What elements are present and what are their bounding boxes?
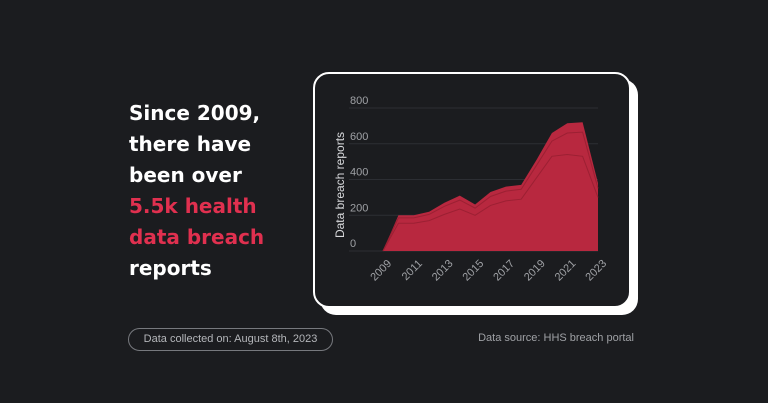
x-tick-label: 2021 bbox=[553, 258, 579, 284]
data-source-label: Data source: HHS breach portal bbox=[478, 332, 634, 344]
series-area bbox=[383, 122, 598, 251]
x-tick-label: 2015 bbox=[461, 258, 487, 284]
headline-line-6: reports bbox=[129, 256, 212, 280]
series-inner-line bbox=[382, 131, 599, 252]
headline-line-2: there have bbox=[129, 132, 252, 156]
headline-line-1: Since 2009, bbox=[129, 101, 261, 125]
headline-highlight-2: data breach bbox=[129, 225, 265, 249]
x-tick-label: 2009 bbox=[368, 258, 394, 284]
series-inner-line bbox=[382, 153, 599, 252]
x-tick-label: 2011 bbox=[400, 258, 425, 283]
data-collected-badge: Data collected on: August 8th, 2023 bbox=[128, 328, 333, 351]
headline-highlight-1: 5.5k health bbox=[129, 194, 257, 218]
x-tick-label: 2017 bbox=[491, 258, 517, 284]
x-tick-label: 2013 bbox=[430, 258, 456, 284]
y-axis-title: Data breach reports bbox=[333, 132, 347, 238]
y-tick-label: 400 bbox=[350, 167, 368, 179]
x-tick-label: 2019 bbox=[522, 258, 548, 284]
headline-line-3: been over bbox=[129, 163, 242, 187]
x-tick-label: 2023 bbox=[583, 258, 609, 284]
y-tick-label: 200 bbox=[350, 202, 368, 214]
y-tick-label: 800 bbox=[350, 95, 368, 107]
y-tick-label: 600 bbox=[350, 131, 368, 143]
y-tick-label: 0 bbox=[350, 238, 356, 250]
headline: Since 2009, there have been over 5.5k he… bbox=[129, 98, 309, 284]
